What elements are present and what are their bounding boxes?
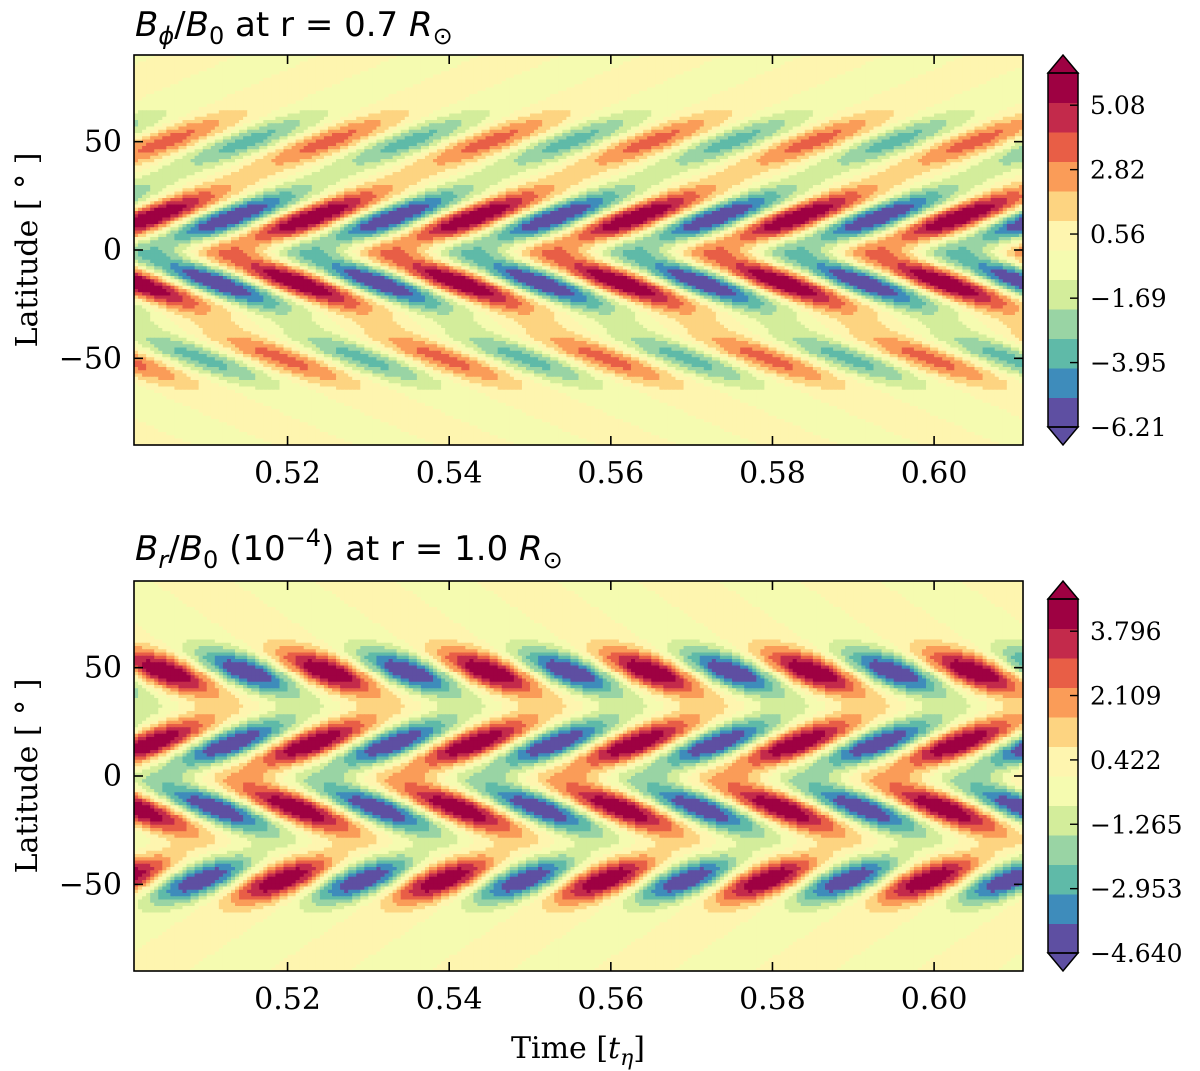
panel-top-title: Bϕ/B0 at r = 0.7 R⊙ bbox=[135, 5, 453, 50]
figure: Bϕ/B0 at r = 0.7 R⊙ 0.52 0.54 0.56 0.58 0.60… bbox=[0, 0, 1200, 1071]
panel-top: Bϕ/B0 at r = 0.7 R⊙ 0.52 0.54 0.56 0.58 0.60… bbox=[10, 5, 1167, 491]
panel-top-heatmap bbox=[134, 55, 1024, 446]
